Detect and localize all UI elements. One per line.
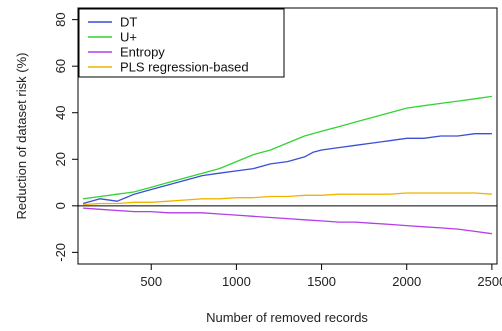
x-tick-label: 500 bbox=[140, 274, 162, 289]
y-tick-label: 40 bbox=[53, 105, 68, 119]
x-tick-label: 1500 bbox=[307, 274, 336, 289]
series-layer bbox=[82, 95, 492, 235]
series-line-entropy bbox=[83, 207, 492, 235]
legend-label: U+ bbox=[120, 30, 137, 45]
series-line-u bbox=[83, 95, 492, 200]
x-axis: 500 1000 1500 2000 2500 bbox=[140, 264, 502, 289]
x-tick-label: 2500 bbox=[477, 274, 502, 289]
x-tick-label: 1000 bbox=[222, 274, 251, 289]
y-axis: -20 0 20 40 60 80 bbox=[53, 12, 78, 262]
series-line-pls-regression-based bbox=[83, 192, 492, 206]
legend-label: DT bbox=[120, 15, 137, 30]
x-axis-title: Number of removed records bbox=[206, 310, 368, 325]
legend-label: Entropy bbox=[120, 45, 165, 60]
y-tick-label: 0 bbox=[53, 202, 68, 209]
y-tick-label: -20 bbox=[53, 243, 68, 262]
series-line-dt bbox=[82, 133, 492, 205]
x-tick-label: 2000 bbox=[392, 274, 421, 289]
legend-label: PLS regression-based bbox=[120, 60, 249, 75]
y-tick-label: 80 bbox=[53, 12, 68, 26]
y-axis-title: Reduction of dataset risk (%) bbox=[14, 53, 29, 220]
plot-frame bbox=[77, 7, 498, 265]
y-tick-label: 60 bbox=[53, 59, 68, 73]
y-tick-label: 20 bbox=[53, 152, 68, 166]
legend-box bbox=[78, 8, 285, 78]
